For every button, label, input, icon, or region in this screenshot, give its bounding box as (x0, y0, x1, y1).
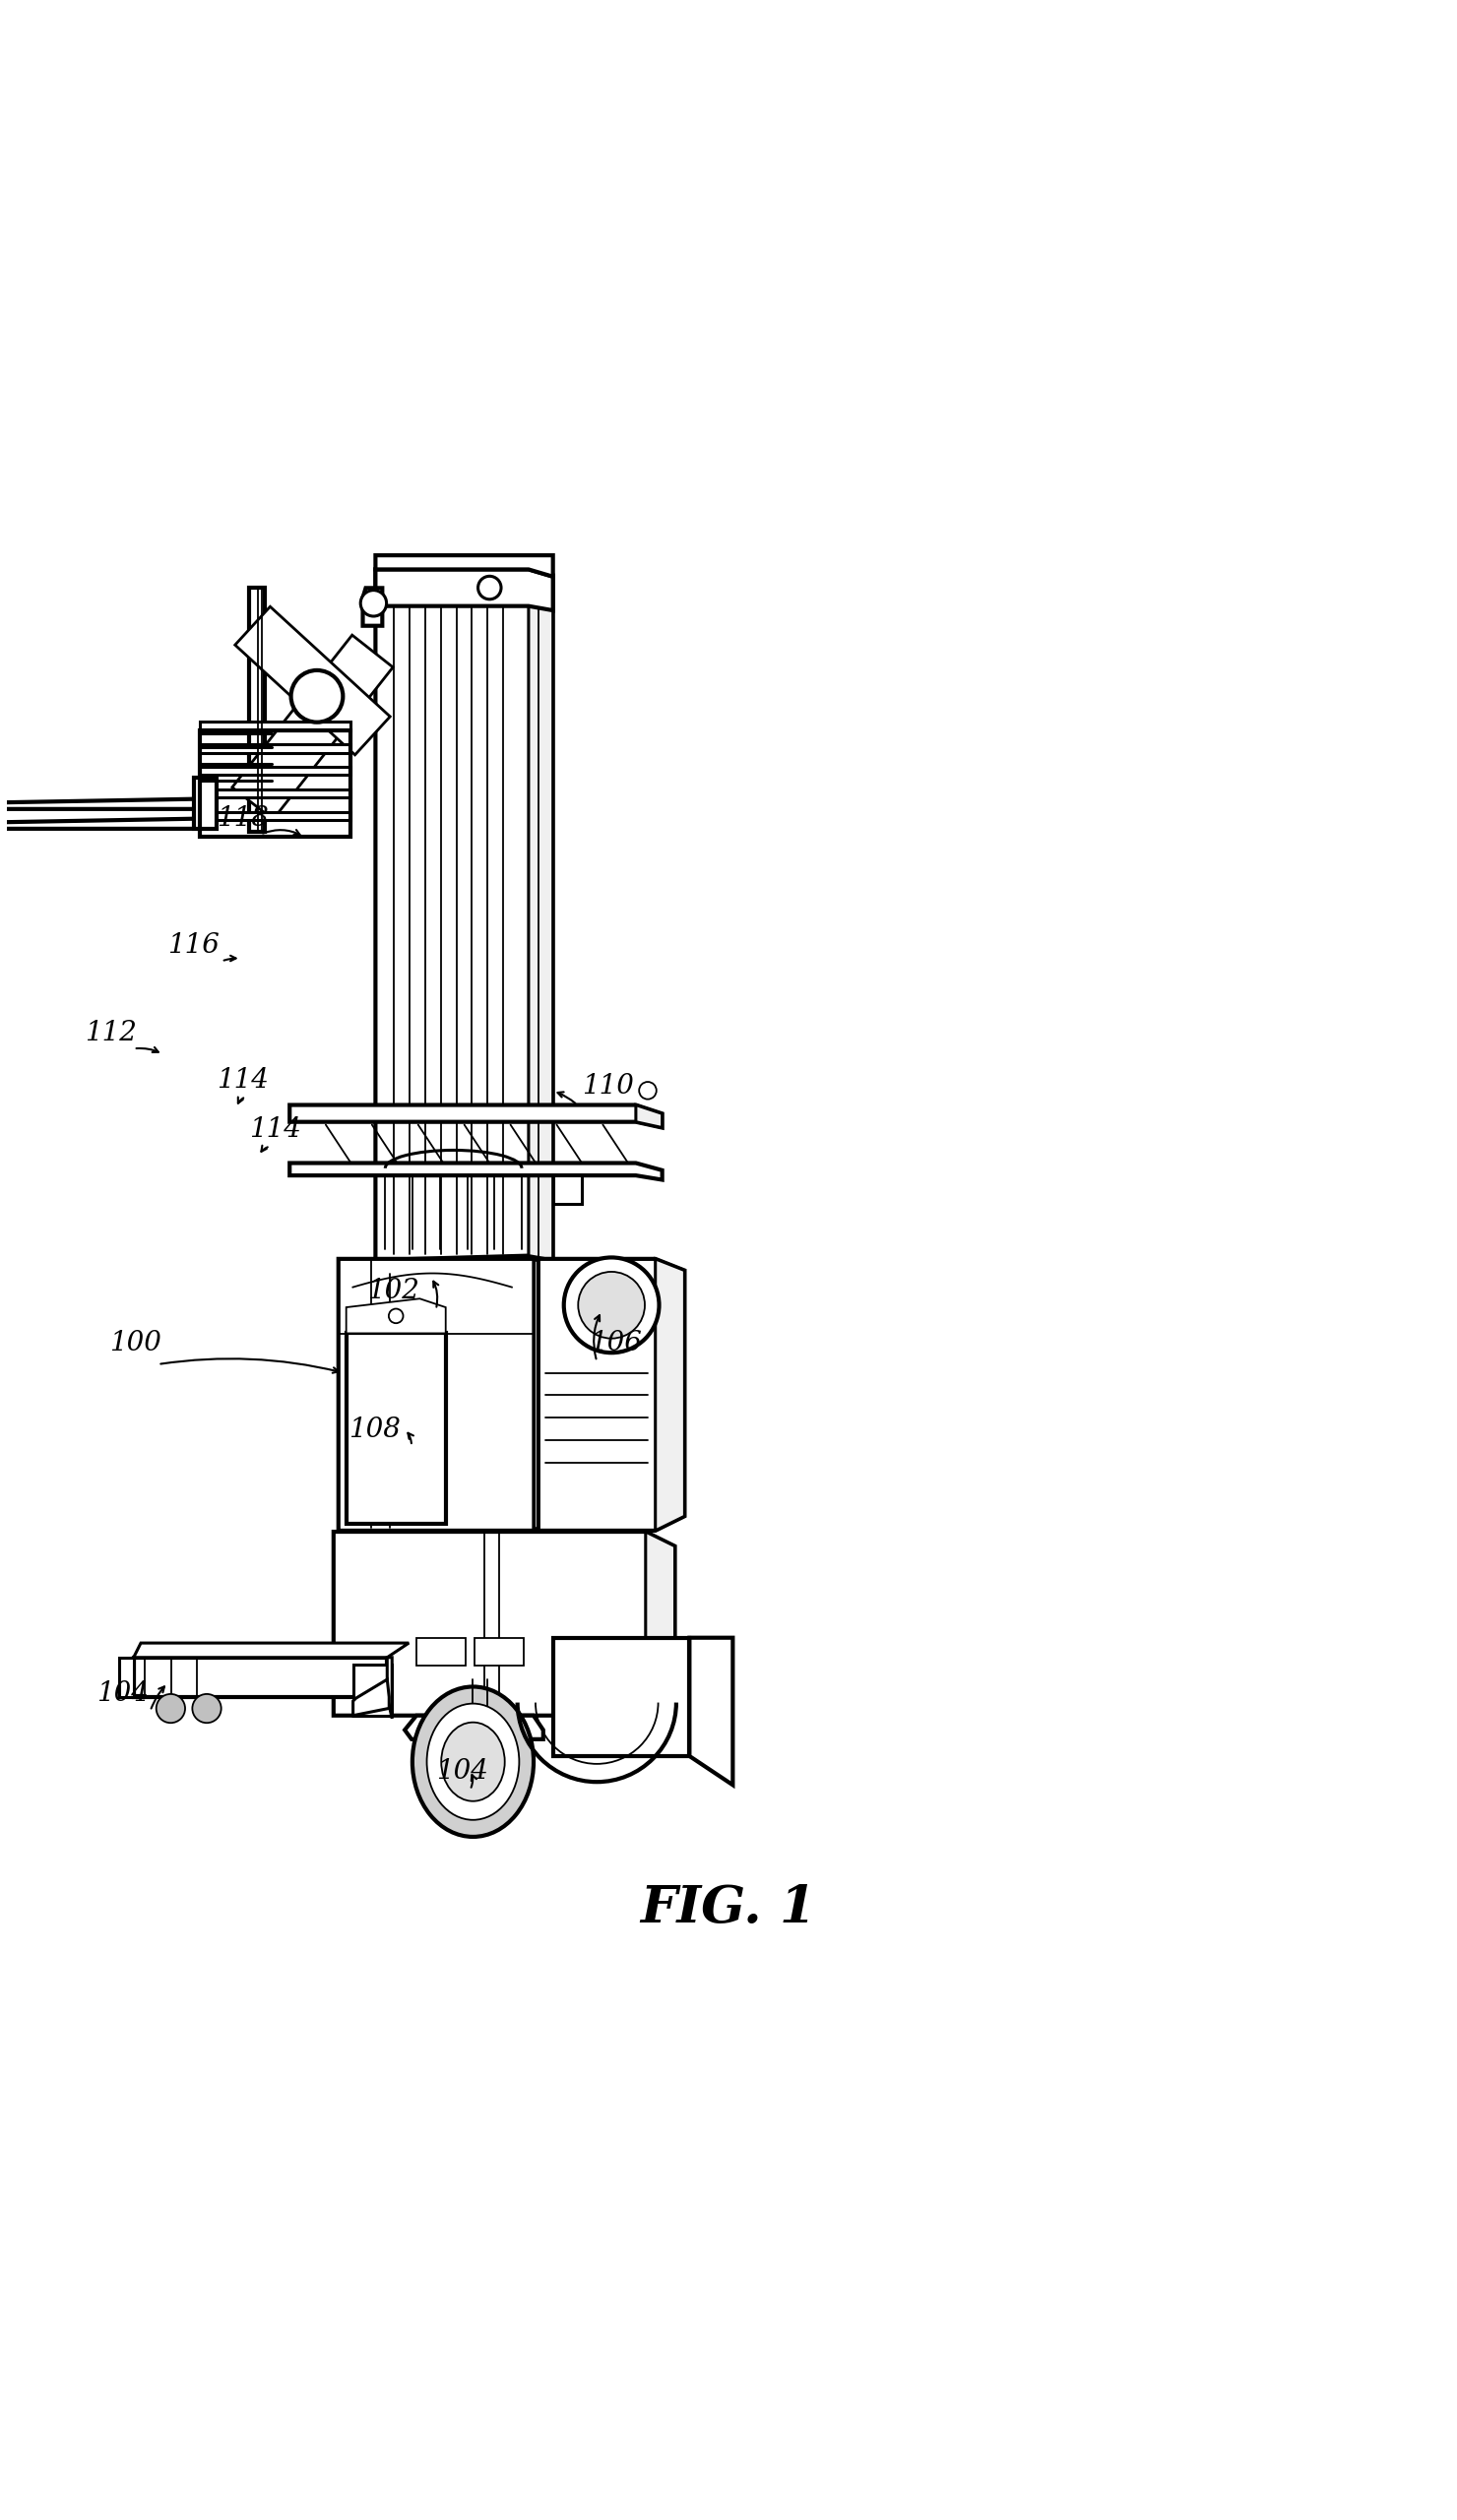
Text: 104: 104 (436, 1759, 488, 1784)
Polygon shape (0, 819, 203, 834)
Polygon shape (363, 587, 382, 625)
Ellipse shape (427, 1704, 519, 1819)
Polygon shape (334, 1532, 675, 1716)
Polygon shape (656, 1260, 685, 1530)
Circle shape (291, 670, 342, 723)
Polygon shape (0, 799, 203, 814)
Text: 112: 112 (85, 1021, 137, 1046)
Polygon shape (134, 1658, 388, 1696)
Polygon shape (235, 607, 390, 756)
Circle shape (156, 1693, 185, 1724)
Polygon shape (134, 1643, 409, 1658)
Polygon shape (200, 721, 350, 731)
Polygon shape (538, 1260, 685, 1530)
Polygon shape (249, 587, 265, 832)
Ellipse shape (412, 1686, 533, 1837)
Ellipse shape (441, 1721, 504, 1802)
Polygon shape (635, 1104, 661, 1126)
Polygon shape (554, 1174, 581, 1205)
Polygon shape (405, 1716, 543, 1739)
Text: 104: 104 (96, 1681, 149, 1706)
Polygon shape (232, 635, 393, 819)
Bar (417, 1638, 465, 1666)
Polygon shape (353, 1678, 389, 1716)
Polygon shape (200, 811, 350, 822)
Text: 114: 114 (217, 1068, 268, 1094)
Polygon shape (338, 1260, 558, 1530)
Polygon shape (554, 1638, 689, 1756)
Polygon shape (200, 743, 350, 753)
Bar (475, 1638, 523, 1666)
Text: 110: 110 (583, 1074, 634, 1099)
Text: FIG. 1: FIG. 1 (641, 1882, 816, 1933)
Polygon shape (200, 789, 350, 799)
Circle shape (360, 590, 386, 617)
Polygon shape (290, 1164, 661, 1179)
Text: 100: 100 (109, 1331, 162, 1356)
Polygon shape (290, 1104, 661, 1126)
Circle shape (192, 1693, 221, 1724)
Polygon shape (388, 1658, 392, 1719)
Polygon shape (689, 1638, 733, 1784)
Polygon shape (376, 554, 554, 577)
Circle shape (640, 1081, 657, 1099)
Polygon shape (376, 570, 554, 1260)
Circle shape (389, 1308, 404, 1323)
Text: 116: 116 (168, 932, 220, 958)
Polygon shape (376, 570, 554, 610)
Polygon shape (645, 1532, 675, 1716)
Polygon shape (194, 779, 217, 829)
Polygon shape (529, 570, 554, 1260)
Text: 106: 106 (590, 1331, 643, 1356)
Text: 114: 114 (249, 1116, 300, 1144)
Polygon shape (119, 1658, 134, 1696)
Text: 118: 118 (217, 806, 268, 832)
Polygon shape (533, 1260, 558, 1530)
Text: 108: 108 (348, 1416, 401, 1444)
Polygon shape (347, 1333, 446, 1525)
Polygon shape (353, 1666, 392, 1716)
Polygon shape (347, 1298, 446, 1333)
Text: 102: 102 (367, 1278, 420, 1305)
Polygon shape (200, 766, 350, 776)
Circle shape (564, 1257, 659, 1353)
Circle shape (478, 577, 501, 600)
Circle shape (578, 1273, 645, 1338)
